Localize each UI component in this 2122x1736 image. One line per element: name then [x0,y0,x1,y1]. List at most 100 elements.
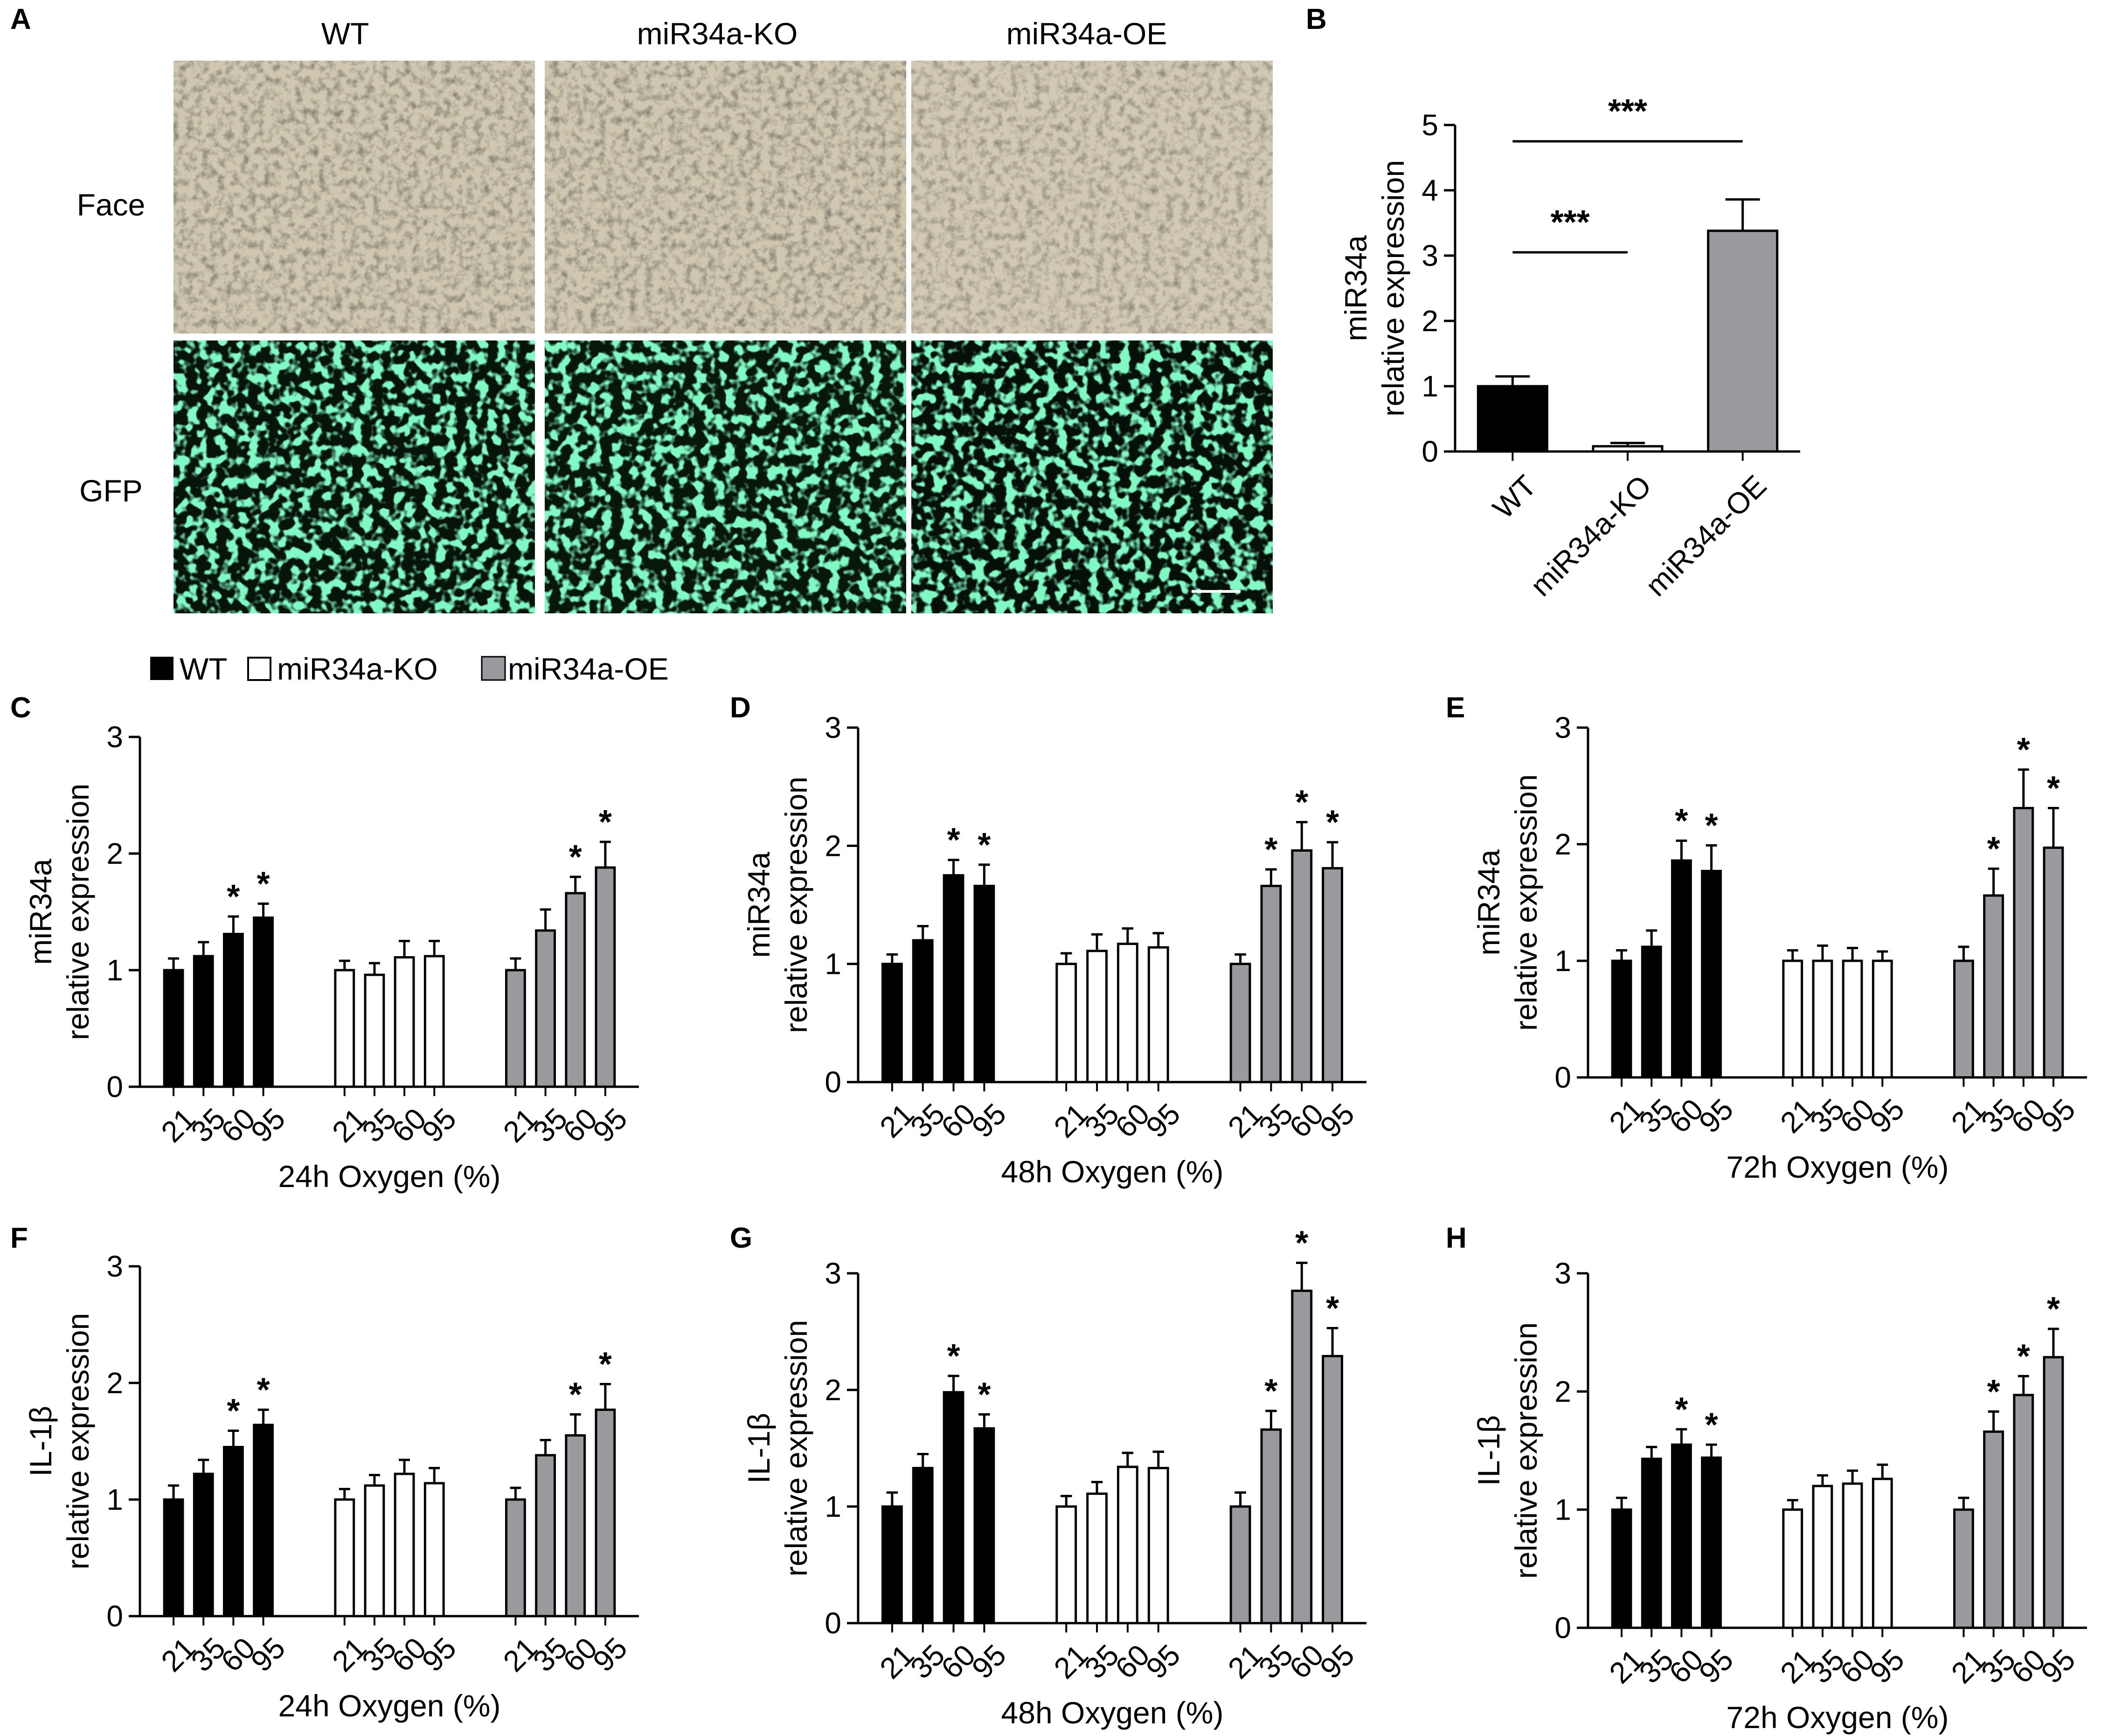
y-tick-label: 3 [1554,1257,1571,1290]
legend-label-wt: WT [180,652,228,686]
bar [1872,1478,1893,1629]
significance-star: * [1326,1290,1339,1327]
y-axis-title: IL-1β [23,1406,58,1477]
column-label-oe: miR34a-OE [1006,16,1167,51]
significance-label: *** [1608,93,1647,130]
bar [253,1424,274,1618]
bar [973,884,995,1083]
x-tick-label: 95 [2034,1643,2081,1690]
x-tick-label: 95 [1139,1638,1186,1685]
y-axis-title: miR34a [1471,849,1506,956]
bar [2043,1356,2064,1629]
y-tick-label: 4 [1422,174,1438,207]
significance-star: * [1326,804,1339,841]
legend-swatch-oe [481,656,506,681]
y-tick-label: 0 [1554,1611,1571,1645]
bar [1671,859,1692,1079]
y-tick-label: 1 [106,953,123,987]
x-axis-title: 72h Oxygen (%) [1727,1700,1949,1735]
x-tick-label: 95 [1692,1643,1740,1690]
significance-star: * [1987,1373,2000,1410]
x-tick-label: 95 [416,1102,463,1149]
x-tick-label: 95 [244,1102,291,1149]
bar [565,1434,586,1618]
bar [1782,959,1803,1079]
y-tick-label: 1 [1554,1493,1571,1527]
bar [1842,1482,1863,1629]
significance-star: * [1705,1406,1718,1444]
significance-star: * [1675,1391,1688,1428]
bar [1229,1505,1251,1625]
micrograph-gfp-ko [545,340,906,613]
bar [364,1484,385,1618]
micrograph-gfp-oe [911,340,1273,613]
x-tick-label: 95 [586,1631,633,1678]
significance-star: * [227,878,240,916]
micrograph-face-oe [911,61,1273,333]
y-tick-label: 2 [1422,304,1438,338]
x-tick-label: WT [1486,469,1543,525]
bar [1872,959,1893,1079]
x-tick-label: 95 [1314,1097,1361,1144]
bar [394,1472,415,1618]
y-tick-label: 0 [1554,1061,1571,1094]
significance-star: * [978,1376,991,1414]
panel-label-b: B [1306,3,1327,35]
bar [1641,945,1662,1079]
significance-star: * [599,804,612,841]
y-tick-label: 2 [825,829,841,862]
bar [1842,959,1863,1079]
y-axis-subtitle: relative expression [61,784,95,1040]
bar [973,1427,995,1625]
bar [1322,1355,1343,1625]
y-axis-title: IL-1β [1471,1415,1506,1486]
legend-swatch-wt [150,657,173,680]
y-tick-label: 5 [1422,108,1438,142]
y-axis-title: IL-1β [742,1413,776,1484]
significance-star: * [2017,1338,2030,1375]
x-tick-label: miR34a-KO [1524,469,1657,603]
bar [1611,1508,1632,1629]
y-tick-label: 3 [106,1250,123,1283]
bar [1983,894,2004,1079]
y-tick-label: 2 [106,837,123,870]
bar [912,939,934,1083]
bar [1671,1443,1692,1629]
bar [1641,1458,1662,1629]
legend-label-oe: miR34a-OE [508,652,669,686]
y-tick-label: 0 [825,1606,841,1640]
x-tick-label: miR34a-OE [1639,469,1773,603]
significance-star: * [599,1346,612,1383]
bar [881,1505,903,1625]
micrograph-gfp-wt [173,340,535,613]
significance-star: * [569,839,582,876]
y-tick-label: 3 [1422,239,1438,272]
bar [1953,959,1974,1079]
y-tick-label: 2 [825,1373,841,1407]
bar [394,956,415,1088]
bar [1260,884,1282,1083]
significance-star: * [227,1393,240,1430]
y-axis-subtitle: relative expression [1509,774,1543,1031]
bar [505,1498,526,1618]
bar [364,973,385,1088]
panel-label-d: D [730,692,751,724]
y-tick-label: 2 [1554,827,1571,861]
y-tick-label: 2 [106,1366,123,1400]
y-tick-label: 0 [1422,435,1438,468]
legend-label-ko: miR34a-KO [277,652,438,686]
y-axis-subtitle: relative expression [779,777,813,1033]
y-axis-subtitle: relative expression [61,1313,95,1569]
x-tick-label: 95 [416,1631,463,1678]
x-tick-label: 95 [244,1631,291,1678]
y-axis-subtitle: relative expression [779,1320,813,1576]
bar [881,963,903,1083]
bar [1611,959,1632,1079]
significance-star: * [1705,807,1718,845]
bar [1291,1290,1313,1625]
column-label-wt: WT [321,16,369,51]
